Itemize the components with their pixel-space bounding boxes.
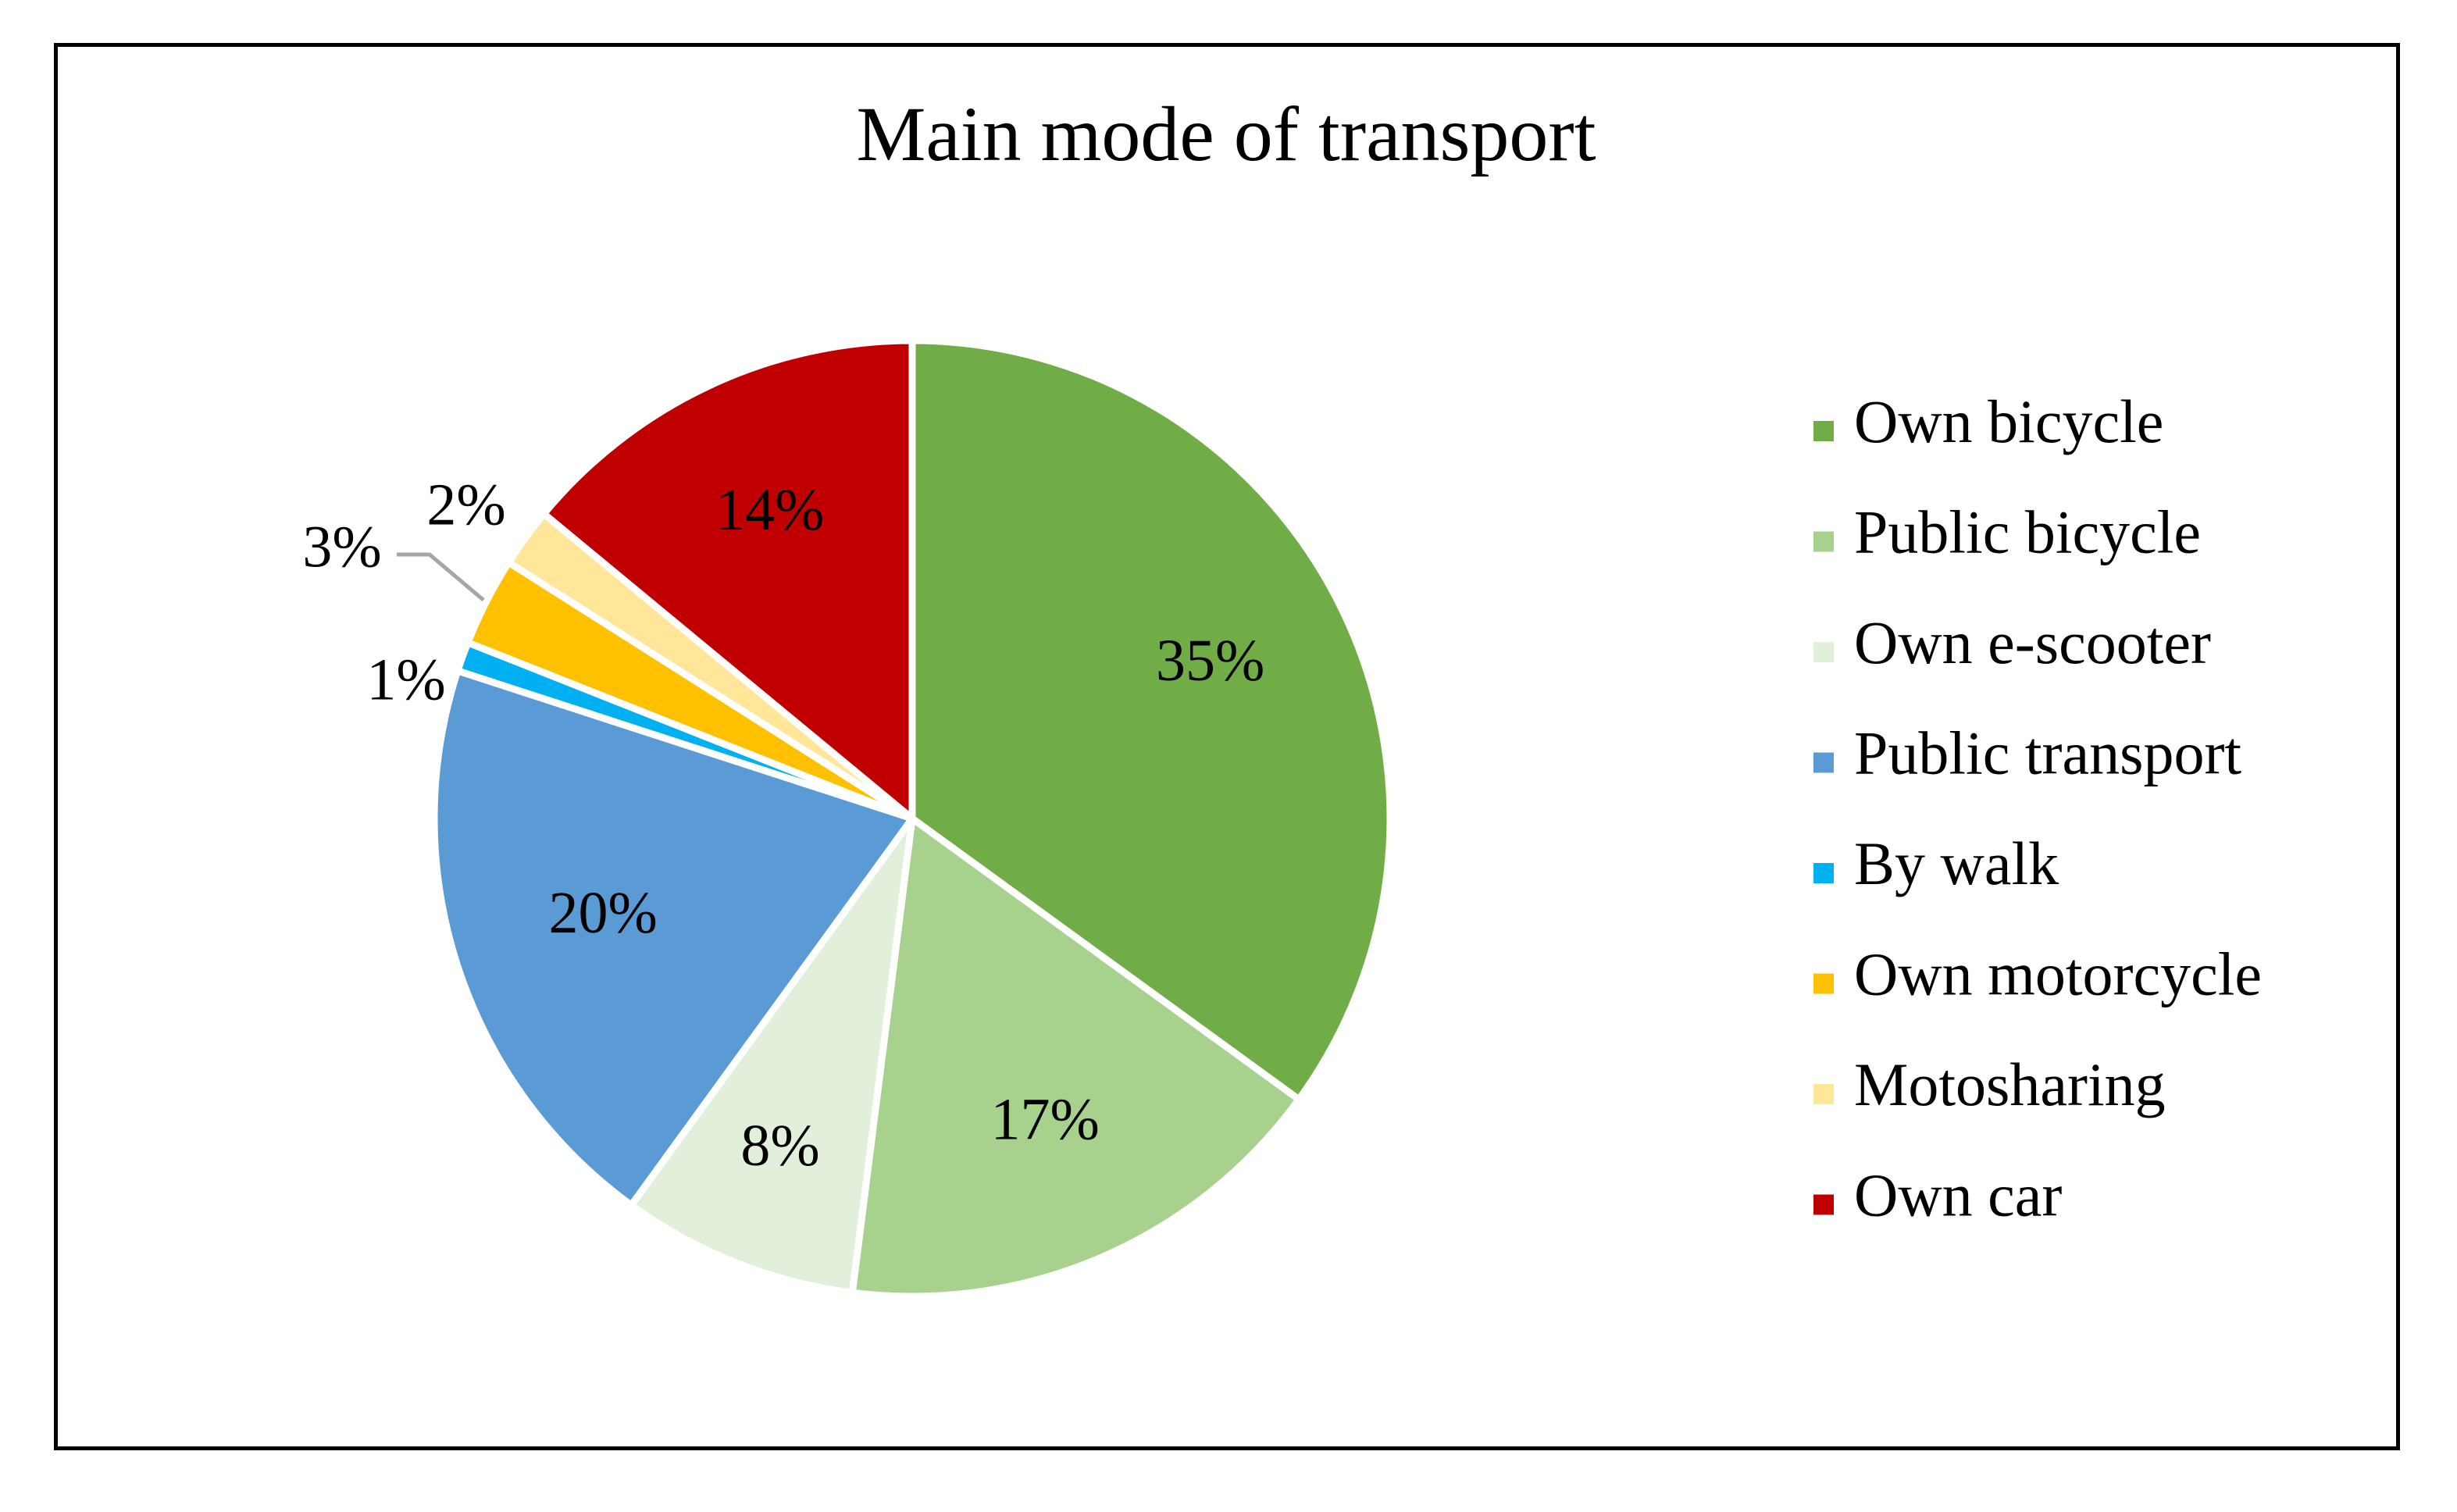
legend-label-public-transport: Public transport — [1854, 719, 2241, 786]
leader-line-own-motorcycle — [397, 552, 485, 602]
legend-item-motosharing: Motosharing — [1813, 1050, 2166, 1118]
pie-slice-public-bicycle — [848, 815, 1303, 1300]
legend-swatch-own-motorcycle — [1813, 973, 1834, 994]
legend-label-by-walk: By walk — [1854, 829, 2059, 897]
legend-swatch-motosharing — [1813, 1084, 1834, 1104]
legend-item-own-car: Own car — [1813, 1161, 2062, 1228]
legend-swatch-public-transport — [1813, 752, 1834, 773]
data-label-own-e-scooter: 8% — [740, 1113, 819, 1179]
legend-label-own-motorcycle: Own motorcycle — [1854, 940, 2262, 1007]
legend-item-own-motorcycle: Own motorcycle — [1813, 940, 2262, 1007]
pie-slice-own-bicycle — [908, 337, 1394, 1104]
legend-item-public-bicycle: Public bicycle — [1813, 497, 2201, 565]
data-label-by-walk: 1% — [366, 647, 445, 712]
legend-swatch-own-car — [1813, 1194, 1834, 1215]
legend-label-motosharing: Motosharing — [1854, 1050, 2166, 1118]
legend-swatch-own-e-scooter — [1813, 642, 1834, 662]
data-label-public-transport: 20% — [549, 880, 658, 946]
data-labels: 35% 17% 8% 20% 1% 3% 2% 14% — [302, 472, 1264, 1179]
legend-label-own-bicycle: Own bicycle — [1854, 387, 2163, 455]
pie-slices — [430, 337, 1394, 1300]
legend-swatch-public-bicycle — [1813, 531, 1834, 552]
pie-slice-own-car — [540, 337, 916, 822]
legend-item-by-walk: By walk — [1813, 829, 2059, 897]
leader-lines — [397, 552, 485, 602]
pie-slice-public-transport — [430, 667, 916, 1209]
legend-item-public-transport: Public transport — [1813, 719, 2241, 786]
legend-label-public-bicycle: Public bicycle — [1854, 497, 2201, 565]
legend-item-own-e-scooter: Own e-scooter — [1813, 608, 2211, 676]
legend: Own bicycle Public bicycle Own e-scooter Pu… — [1813, 387, 2262, 1228]
legend-swatch-by-walk — [1813, 863, 1834, 883]
data-label-public-bicycle: 17% — [990, 1087, 1099, 1153]
chart-title: Main mode of transport — [856, 91, 1596, 177]
data-label-own-motorcycle: 3% — [302, 514, 381, 579]
legend-label-own-car: Own car — [1854, 1161, 2062, 1228]
pie-slice-own-e-scooter — [627, 815, 916, 1296]
data-label-own-car: 14% — [715, 477, 824, 543]
legend-swatch-own-bicycle — [1813, 421, 1834, 441]
data-label-own-bicycle: 35% — [1156, 628, 1264, 694]
data-label-motosharing: 2% — [426, 472, 505, 537]
legend-item-own-bicycle: Own bicycle — [1813, 387, 2163, 455]
legend-label-own-e-scooter: Own e-scooter — [1854, 608, 2211, 676]
